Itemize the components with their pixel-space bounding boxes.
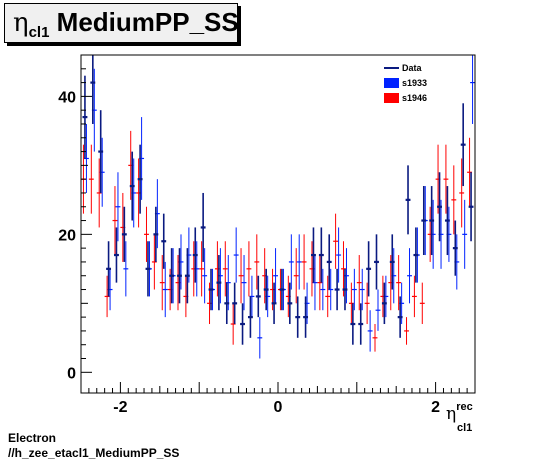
x-tick-label: -2 (113, 399, 127, 416)
footer-line-2: //h_zee_etacl1_MediumPP_SS (8, 446, 180, 460)
legend-s1933-label: s1933 (402, 78, 427, 88)
plot-frame (80, 54, 476, 394)
footer-line-1: Electron (8, 431, 57, 445)
x-axis-subscript: cl1 (457, 422, 473, 434)
x-tick-label: 2 (431, 399, 440, 416)
x-axis-superscript: rec (456, 401, 473, 413)
legend-s1946-label: s1946 (402, 93, 427, 103)
y-tick-label: 20 (58, 227, 76, 244)
legend-s1933-swatch (384, 78, 399, 88)
chart-title: ηcl1 MediumPP_SS (13, 7, 239, 41)
x-tick-label: 0 (274, 399, 283, 416)
title-symbol: η (13, 8, 29, 38)
legend-data-label: Data (402, 63, 423, 73)
title-text: MediumPP_SS (49, 7, 239, 37)
y-tick-label: 40 (58, 89, 76, 106)
x-axis-label: ηrec cl1 (446, 401, 473, 434)
x-axis-symbol: η (446, 404, 457, 424)
title-box: ηcl1 MediumPP_SS (4, 3, 239, 43)
y-tick-label: 0 (67, 365, 76, 382)
title-subscript: cl1 (28, 24, 50, 41)
legend-s1946-swatch (384, 93, 399, 103)
